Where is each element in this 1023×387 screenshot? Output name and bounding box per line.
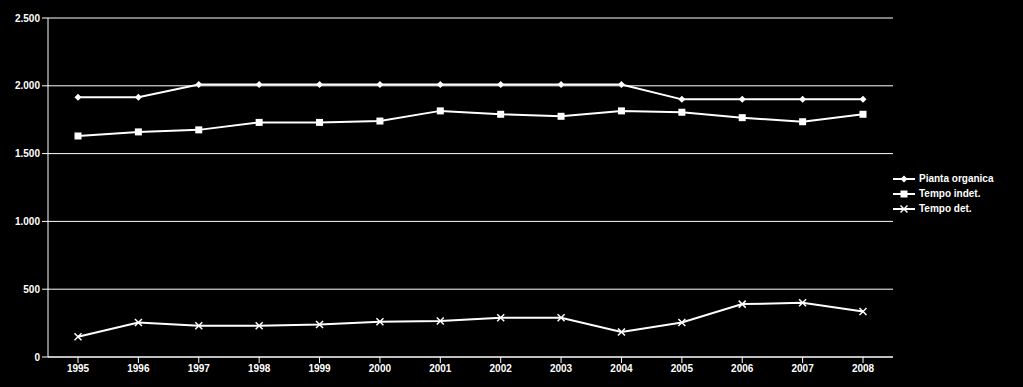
html-text:Tempo det.: Tempo det. [919,203,972,214]
svg-text:2008: 2008 [852,363,875,374]
svg-text:1997: 1997 [188,363,211,374]
svg-text:1998: 1998 [248,363,271,374]
html-text:Pianta organica: Pianta organica [919,173,994,184]
svg-text:2006: 2006 [731,363,754,374]
svg-text:1999: 1999 [308,363,331,374]
svg-text:2003: 2003 [550,363,573,374]
svg-text:2005: 2005 [671,363,694,374]
svg-text:2001: 2001 [429,363,452,374]
svg-text:2000: 2000 [369,363,392,374]
svg-text:1995: 1995 [67,363,90,374]
html-text:Tempo indet.: Tempo indet. [919,188,981,199]
svg-text:2.500: 2.500 [15,13,40,24]
svg-text:500: 500 [23,284,40,295]
svg-text:2007: 2007 [791,363,814,374]
svg-text:2.000: 2.000 [15,80,40,91]
svg-text:1996: 1996 [127,363,150,374]
svg-text:1.000: 1.000 [15,216,40,227]
svg-text:2004: 2004 [610,363,633,374]
svg-text:1.500: 1.500 [15,148,40,159]
svg-text:0: 0 [34,352,40,363]
svg-text:2002: 2002 [490,363,513,374]
